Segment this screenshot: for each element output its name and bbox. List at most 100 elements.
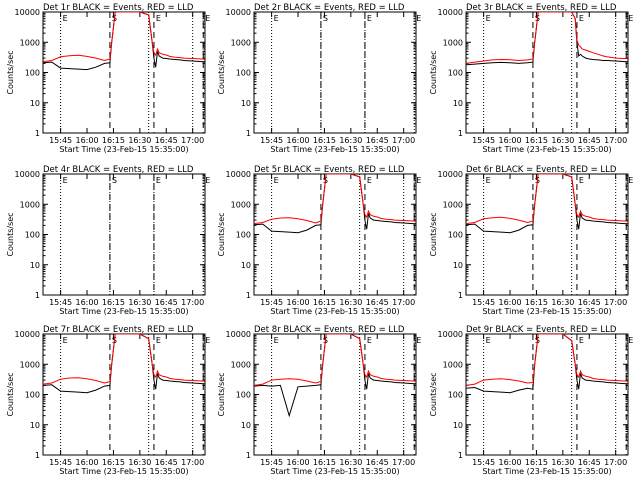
y-axis-label: Counts/sec [6, 212, 15, 256]
y-tick-label: 10 [453, 99, 463, 108]
panel-det-4: Det 4r BLACK = Events, RED = LLD 1 10 100 10… [6, 165, 210, 316]
y-tick-label: 10 [453, 421, 463, 430]
event-marker-label: E [63, 14, 68, 23]
events-series-line [466, 12, 628, 66]
event-marker-label: E [628, 336, 633, 345]
event-marker-label: E [367, 336, 372, 345]
x-tick-label: 17:00 [604, 136, 627, 145]
event-marker-label: E [156, 336, 161, 345]
event-marker-label: E [628, 14, 633, 23]
y-tick-label: 100 [236, 69, 251, 78]
x-tick-label: 17:00 [181, 458, 204, 467]
y-tick-label: 1 [458, 129, 463, 138]
events-series-line [466, 174, 628, 234]
x-tick-label: 16:45 [155, 458, 178, 467]
y-tick-label: 10000 [226, 170, 251, 179]
y-tick-label: 1000 [443, 38, 463, 47]
x-tick-label: 16:00 [286, 136, 309, 145]
x-tick-label: 16:15 [525, 298, 548, 307]
x-tick-label: 16:15 [102, 298, 125, 307]
y-axis-label: Counts/sec [6, 50, 15, 94]
y-axis-label: Counts/sec [217, 50, 226, 94]
x-tick-label: 16:00 [498, 458, 521, 467]
panel-det-1: Det 1r BLACK = Events, RED = LLD 1 10 100 10… [6, 3, 210, 154]
events-series-line [43, 334, 205, 394]
events-series-line [254, 334, 416, 418]
y-tick-label: 10 [241, 261, 251, 270]
y-tick-label: 100 [25, 231, 40, 240]
event-marker-label: E [579, 14, 584, 23]
panel-det-7: Det 7r BLACK = Events, RED = LLD 1 10 100 10… [6, 325, 210, 476]
y-tick-label: 1000 [231, 360, 251, 369]
x-tick-label: 16:00 [75, 136, 98, 145]
event-marker-label: E [416, 336, 421, 345]
y-tick-label: 10000 [226, 330, 251, 339]
event-marker-label: S [112, 176, 117, 185]
panel-det-5: Det 5r BLACK = Events, RED = LLD 1 10 100 10… [217, 165, 421, 316]
x-tick-label: 17:00 [392, 298, 415, 307]
x-tick-label: 17:00 [604, 458, 627, 467]
x-tick-label: 15:45 [260, 298, 283, 307]
event-marker-label: E [486, 14, 491, 23]
y-tick-label: 100 [448, 391, 463, 400]
x-tick-label: 16:15 [102, 458, 125, 467]
panel-title: Det 9r BLACK = Events, RED = LLD [466, 325, 617, 335]
y-tick-label: 1000 [20, 200, 40, 209]
y-tick-label: 1 [35, 291, 40, 300]
panel-title: Det 3r BLACK = Events, RED = LLD [466, 3, 617, 13]
x-tick-label: 16:00 [498, 298, 521, 307]
x-tick-label: 15:45 [472, 458, 495, 467]
y-tick-label: 1000 [20, 38, 40, 47]
event-marker-label: E [156, 176, 161, 185]
panel-title: Det 6r BLACK = Events, RED = LLD [466, 165, 617, 175]
y-tick-label: 1000 [231, 38, 251, 47]
x-tick-label: 17:00 [392, 136, 415, 145]
x-tick-label: 17:00 [604, 298, 627, 307]
y-tick-label: 10000 [438, 8, 463, 17]
event-marker-label: E [416, 176, 421, 185]
x-tick-label: 16:45 [155, 136, 178, 145]
x-tick-label: 16:30 [551, 298, 574, 307]
lld-series-line [466, 174, 628, 225]
event-marker-label: S [323, 14, 328, 23]
x-tick-label: 16:30 [339, 136, 362, 145]
lld-series-line [254, 334, 416, 386]
panel-title: Det 1r BLACK = Events, RED = LLD [43, 3, 194, 13]
event-marker-label: E [205, 336, 210, 345]
y-tick-label: 1 [458, 451, 463, 460]
x-tick-label: 16:45 [366, 298, 389, 307]
y-tick-label: 100 [236, 231, 251, 240]
y-tick-label: 10 [453, 261, 463, 270]
x-tick-label: 15:45 [49, 298, 72, 307]
x-tick-label: 16:00 [75, 298, 98, 307]
event-marker-label: E [367, 14, 372, 23]
x-tick-label: 17:00 [181, 298, 204, 307]
x-tick-label: 16:30 [339, 458, 362, 467]
x-tick-label: 15:45 [260, 458, 283, 467]
x-axis-label: Start Time (23-Feb-15 15:35:00) [59, 307, 188, 316]
panel-title: Det 5r BLACK = Events, RED = LLD [254, 165, 405, 175]
x-tick-label: 16:00 [286, 298, 309, 307]
x-tick-label: 16:45 [366, 458, 389, 467]
x-tick-label: 16:45 [578, 458, 601, 467]
y-tick-label: 100 [25, 391, 40, 400]
event-marker-label: E [63, 336, 68, 345]
event-marker-label: E [63, 176, 68, 185]
y-tick-label: 1 [246, 451, 251, 460]
x-tick-label: 16:45 [366, 136, 389, 145]
y-tick-label: 10000 [15, 8, 40, 17]
y-tick-label: 10 [30, 261, 40, 270]
x-tick-label: 16:45 [578, 298, 601, 307]
x-tick-label: 16:30 [339, 298, 362, 307]
event-marker-label: E [205, 176, 210, 185]
y-tick-label: 10000 [15, 170, 40, 179]
y-tick-label: 10000 [438, 170, 463, 179]
x-tick-label: 16:15 [313, 298, 336, 307]
events-series-line [43, 12, 205, 71]
y-tick-label: 10000 [15, 330, 40, 339]
y-tick-label: 1 [246, 129, 251, 138]
y-tick-label: 100 [448, 231, 463, 240]
lld-series-line [254, 174, 416, 225]
event-marker-label: E [579, 176, 584, 185]
